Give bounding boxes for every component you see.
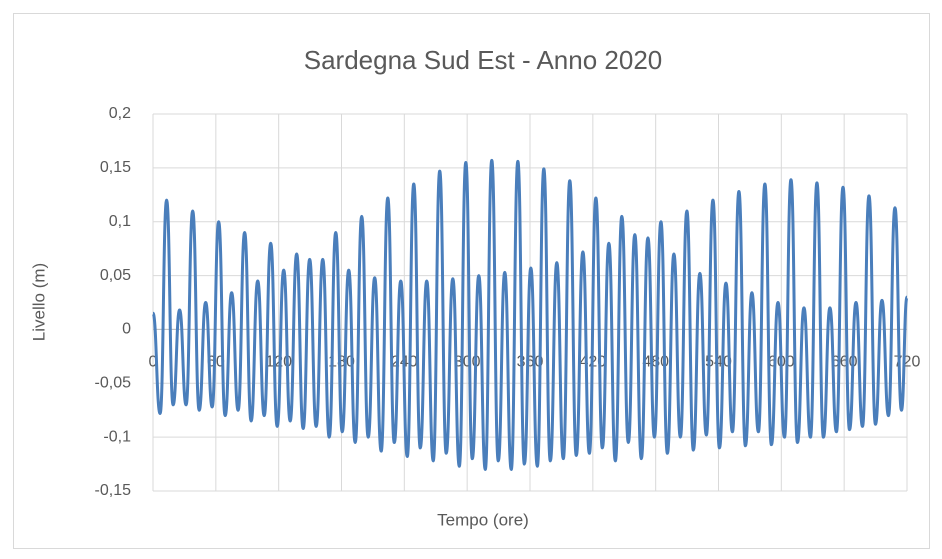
x-tick-label: 540 xyxy=(705,354,732,371)
y-tick-label: 0,2 xyxy=(109,105,131,122)
y-tick-label: -0,15 xyxy=(95,482,132,499)
x-axis-label: Tempo (ore) xyxy=(437,510,529,529)
y-tick-label: -0,1 xyxy=(103,428,131,445)
x-tick-label: 180 xyxy=(328,354,355,371)
chart-title: Sardegna Sud Est - Anno 2020 xyxy=(304,45,663,75)
chart-frame xyxy=(13,13,930,549)
x-tick-label: 360 xyxy=(517,354,544,371)
x-tick-label: 0 xyxy=(149,354,158,371)
y-tick-label: 0,15 xyxy=(100,159,131,176)
y-tick-label: -0,05 xyxy=(95,375,132,392)
y-tick-label: 0,1 xyxy=(109,213,131,230)
y-axis-label: Livello (m) xyxy=(29,263,48,341)
y-tick-label: 0,05 xyxy=(100,267,131,284)
data-line xyxy=(151,158,909,471)
y-tick-label: 0 xyxy=(122,321,131,338)
